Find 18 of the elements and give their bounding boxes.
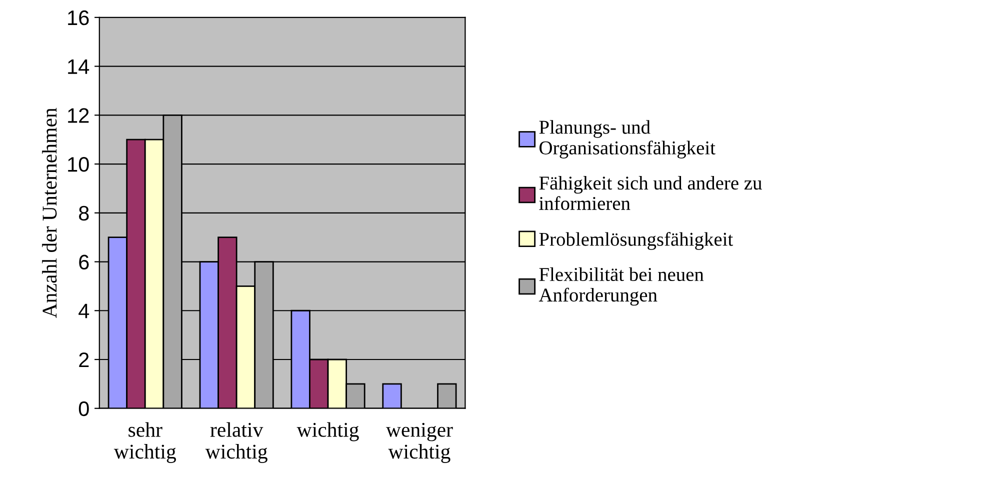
y-axis-title: Anzahl der Unternehmen: [42, 108, 57, 318]
y-tick-label: 2: [79, 352, 89, 368]
legend-label: Planungs- und Organisationsfähigkeit: [539, 120, 716, 158]
y-tick-label: 6: [79, 254, 89, 270]
legend-label: Flexibilität bei neuen Anforderungen: [538, 267, 704, 306]
y-tick-label: 4: [78, 304, 90, 318]
x-tick-label: relativ wichtig: [205, 422, 268, 463]
y-tick-label: 14: [68, 60, 90, 74]
x-tick-label: weniger wichtig: [386, 422, 453, 463]
y-tick-label: 10: [68, 157, 89, 172]
x-tick-label: sehr wichtig: [114, 422, 176, 463]
y-tick-label: 0: [78, 401, 89, 416]
legend-label: Fähigkeit sich und andere zu informieren: [539, 176, 762, 210]
y-tick-label: 12: [68, 108, 89, 123]
legend-label: Problemlösungsfähigkeit: [539, 232, 734, 250]
y-tick-label: 16: [68, 10, 89, 26]
y-tick-label: 8: [78, 206, 89, 221]
x-tick-label: wichtig: [296, 422, 359, 442]
